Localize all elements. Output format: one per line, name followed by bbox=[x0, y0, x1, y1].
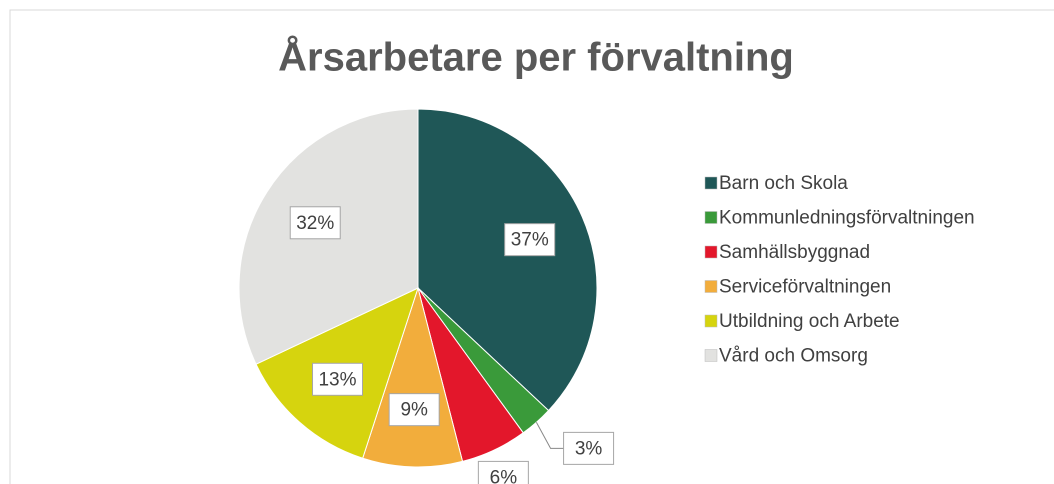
data-label-box bbox=[563, 431, 615, 465]
leader-line bbox=[535, 422, 564, 449]
legend-swatch bbox=[704, 280, 718, 293]
data-label-box bbox=[388, 393, 440, 427]
legend-label: Vård och Omsorg bbox=[719, 346, 868, 367]
legend-swatch bbox=[704, 245, 718, 259]
data-label: 37% bbox=[511, 230, 549, 251]
data-label: 3% bbox=[575, 438, 603, 459]
legend-swatch bbox=[704, 314, 718, 328]
data-label-box bbox=[312, 362, 364, 396]
legend-swatch bbox=[704, 176, 718, 190]
legend-label: Barn och Skola bbox=[719, 173, 848, 194]
data-label-box bbox=[477, 460, 529, 484]
data-label: 6% bbox=[490, 467, 518, 484]
data-label-box bbox=[504, 223, 556, 257]
pie-slice bbox=[417, 108, 598, 412]
data-label-box bbox=[289, 206, 341, 240]
chart-title: Årsarbetare per förvaltning bbox=[278, 35, 794, 80]
data-label: 9% bbox=[400, 400, 428, 421]
data-label: 13% bbox=[318, 369, 356, 390]
legend-swatch bbox=[704, 211, 718, 224]
legend-label: Serviceförvaltningen bbox=[719, 277, 891, 298]
legend-label: Utbildning och Arbete bbox=[719, 311, 900, 332]
legend-swatch bbox=[704, 349, 718, 362]
data-label: 32% bbox=[296, 213, 334, 234]
legend-label: Kommunledningsförvaltningen bbox=[719, 208, 975, 229]
legend-label: Samhällsbyggnad bbox=[719, 242, 870, 263]
